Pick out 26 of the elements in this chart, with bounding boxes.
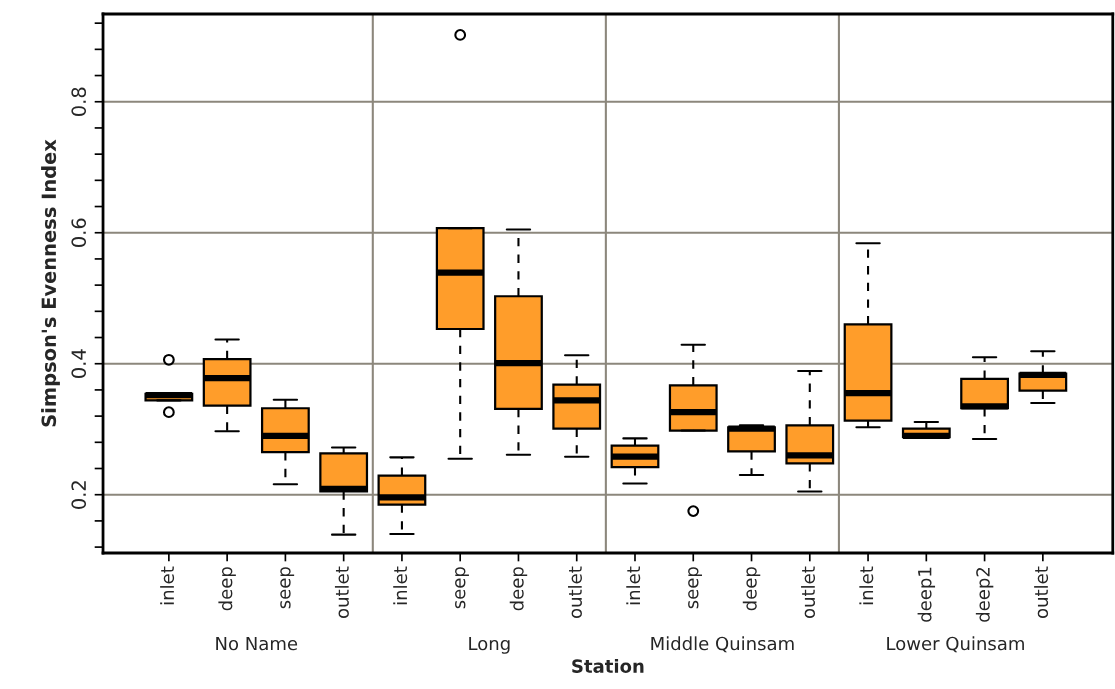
x-tick-label: deep xyxy=(509,567,528,611)
x-tick-label: inlet xyxy=(160,566,175,605)
x-tick-label: inlet xyxy=(859,566,874,605)
y-tick-label: 0.6 xyxy=(71,218,87,247)
x-tick-label: outlet xyxy=(1034,566,1049,618)
x-tick-label: deep2 xyxy=(975,568,994,622)
y-tick-label: 0.2 xyxy=(71,481,87,509)
x-axis-title: Station xyxy=(572,658,644,673)
x-tick-label: seep xyxy=(280,567,295,609)
text: Long xyxy=(469,636,510,654)
x-tick-label: deep xyxy=(742,567,761,611)
text: Middle Quinsam xyxy=(651,636,794,653)
x-tick-label: outlet xyxy=(334,566,349,618)
x-tick-label: inlet xyxy=(626,566,641,605)
x-tick-label: seep xyxy=(688,567,702,609)
x-tick-label: outlet xyxy=(567,566,582,618)
x-tick-label: deep xyxy=(218,567,236,611)
x-tick-label: inlet xyxy=(393,566,408,605)
text: Lower Quinsam xyxy=(887,636,1024,653)
y-axis-title: Simpson's Evenness Index xyxy=(41,139,60,427)
x-tick-label: outlet xyxy=(801,566,816,618)
text: No Name xyxy=(216,636,298,651)
x-tick-label: deep1 xyxy=(917,567,936,622)
x-tick-label: seep xyxy=(455,567,469,609)
y-tick-label: 0.8 xyxy=(71,87,87,116)
y-tick-label: 0.4 xyxy=(71,349,87,378)
